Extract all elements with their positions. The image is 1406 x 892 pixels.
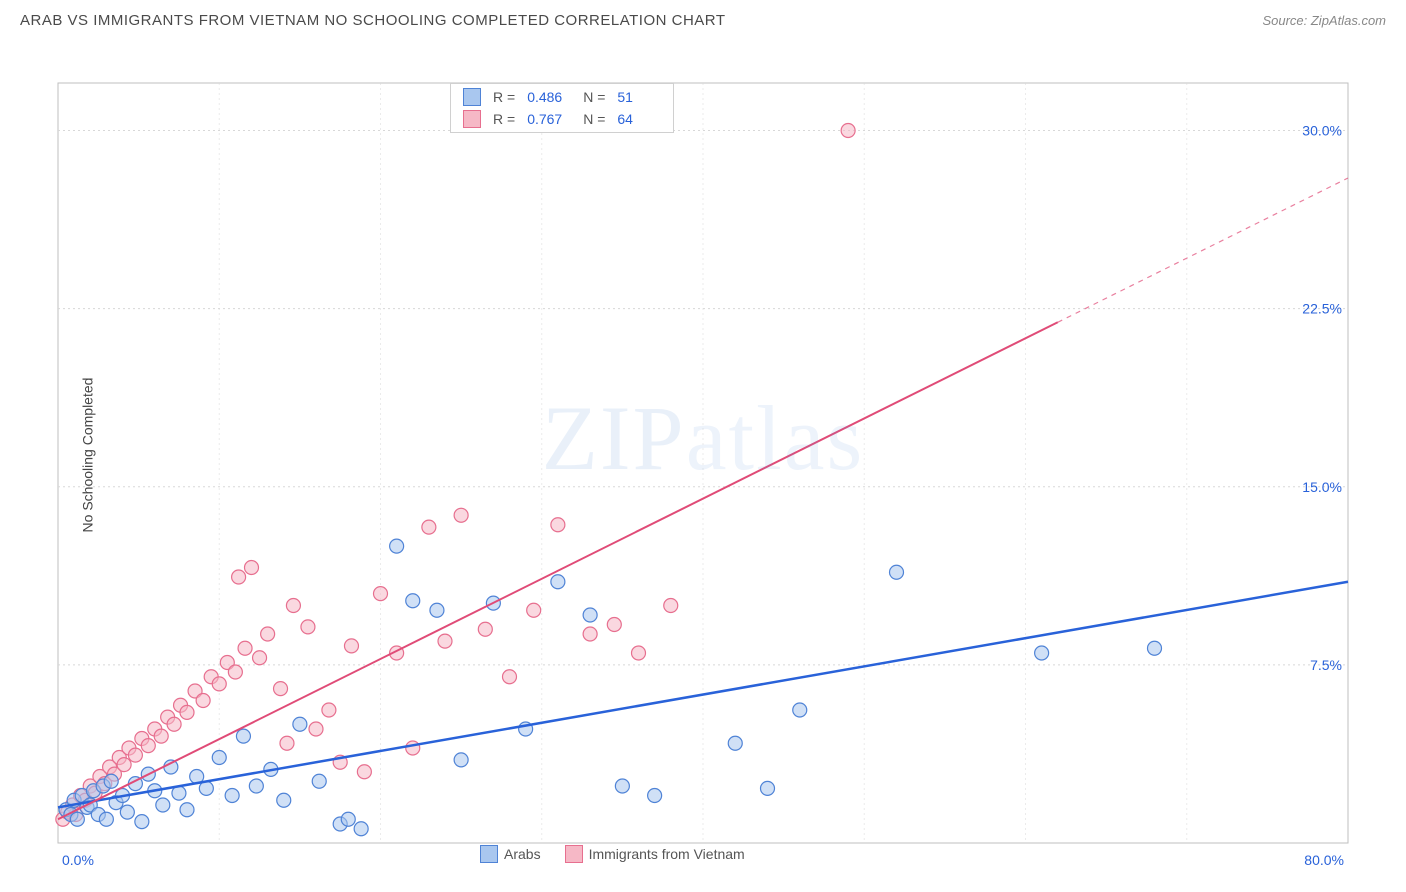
stat-n-label: N = <box>583 111 605 127</box>
svg-text:80.0%: 80.0% <box>1304 852 1344 868</box>
stat-r-label: R = <box>493 89 515 105</box>
swatch-arabs <box>463 88 481 106</box>
swatch-arabs-icon <box>480 845 498 863</box>
y-axis-label: No Schooling Completed <box>79 378 95 533</box>
chart-header: ARAB VS IMMIGRANTS FROM VIETNAM NO SCHOO… <box>0 0 1406 35</box>
bottom-legend: Arabs Immigrants from Vietnam <box>480 845 745 863</box>
stat-n-arabs: 51 <box>617 89 661 105</box>
swatch-vietnam-icon <box>565 845 583 863</box>
stat-r-arabs: 0.486 <box>527 89 571 105</box>
stats-legend: R = 0.486 N = 51 R = 0.767 N = 64 <box>450 83 674 133</box>
stats-row-vietnam: R = 0.767 N = 64 <box>451 108 673 130</box>
legend-item-vietnam: Immigrants from Vietnam <box>565 845 745 863</box>
stat-r-vietnam: 0.767 <box>527 111 571 127</box>
svg-text:30.0%: 30.0% <box>1302 123 1342 139</box>
stats-row-arabs: R = 0.486 N = 51 <box>451 86 673 108</box>
legend-label-arabs: Arabs <box>504 846 541 862</box>
svg-text:7.5%: 7.5% <box>1310 657 1342 673</box>
svg-text:15.0%: 15.0% <box>1302 479 1342 495</box>
swatch-vietnam <box>463 110 481 128</box>
chart-title: ARAB VS IMMIGRANTS FROM VIETNAM NO SCHOO… <box>20 12 726 29</box>
stat-r-label: R = <box>493 111 515 127</box>
svg-text:22.5%: 22.5% <box>1302 301 1342 317</box>
chart-area: No Schooling Completed ZIPatlas 7.5%15.0… <box>0 35 1406 875</box>
legend-item-arabs: Arabs <box>480 845 541 863</box>
chart-source: Source: ZipAtlas.com <box>1262 13 1386 28</box>
stat-n-vietnam: 64 <box>617 111 661 127</box>
legend-label-vietnam: Immigrants from Vietnam <box>589 846 745 862</box>
scatter-plot-svg: 7.5% 15.0% 22.5% 30.0% 0.0% 80.0% <box>0 35 1406 875</box>
stat-n-label: N = <box>583 89 605 105</box>
svg-text:0.0%: 0.0% <box>62 852 94 868</box>
